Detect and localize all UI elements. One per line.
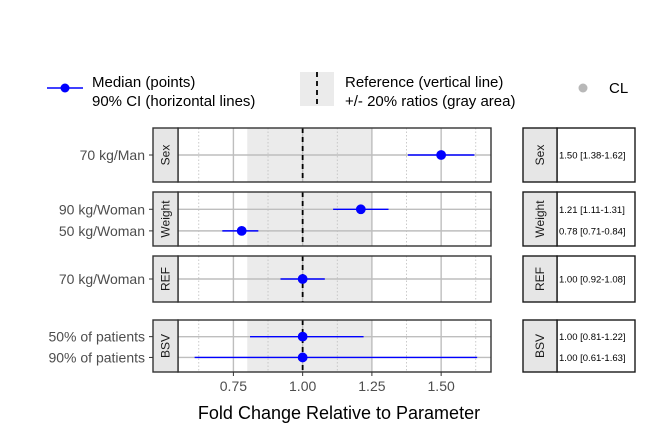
cl-tables: Sex 1.50 [1.38-1.62] Weight 1.21 [1.11-1.31… bbox=[522, 127, 636, 373]
legend: Median (points) 90% CI (horizontal lines… bbox=[47, 72, 628, 110]
cl-table-body bbox=[556, 319, 636, 373]
cl-table-strip bbox=[522, 191, 558, 247]
median-point bbox=[297, 352, 308, 363]
reference-band bbox=[247, 192, 372, 246]
legend-cl-key bbox=[578, 83, 588, 93]
x-tick-label: 1.50 bbox=[428, 378, 455, 394]
panel-strip-label: REF bbox=[159, 267, 173, 291]
median-point bbox=[236, 225, 247, 236]
panels: 70 kg/Man Sex 90 kg/Woman 50 kg/Woman Weight… bbox=[48, 127, 492, 373]
cl-value-text: 0.78 [0.71-0.84] bbox=[559, 226, 626, 237]
cl-value-text: 1.00 [0.61-1.63] bbox=[559, 353, 626, 364]
panel-strip bbox=[152, 319, 179, 373]
cl-table-strip bbox=[522, 127, 558, 183]
cl-value-text: 1.21 [1.11-1.31] bbox=[559, 205, 625, 216]
median-point bbox=[436, 150, 447, 160]
legend-median-label: Median (points) bbox=[92, 74, 195, 91]
legend-reference-key bbox=[300, 72, 334, 106]
x-axis-title: Fold Change Relative to Parameter bbox=[198, 403, 480, 423]
cl-table-ref: REF 1.00 [0.92-1.08] bbox=[522, 255, 636, 303]
cl-table-strip bbox=[522, 319, 558, 373]
panel-weight: 90 kg/Woman 50 kg/Woman Weight bbox=[59, 191, 492, 247]
panel-sex: 70 kg/Man Sex bbox=[80, 127, 492, 183]
cl-table-body bbox=[556, 127, 636, 183]
median-point bbox=[297, 331, 308, 342]
cl-table-weight: Weight 1.21 [1.11-1.31] 0.78 [0.71-0.84] bbox=[522, 191, 636, 247]
panel-strip-label: Weight bbox=[159, 200, 173, 238]
legend-median-key bbox=[47, 83, 83, 93]
x-tick-label: 1.25 bbox=[358, 378, 385, 394]
y-tick-label: 50 kg/Woman bbox=[59, 223, 145, 239]
y-tick-label: 50% of patients bbox=[48, 329, 145, 345]
panel-strip bbox=[152, 255, 179, 303]
cl-table-strip-label: Sex bbox=[533, 145, 547, 166]
panel-strip-label: Sex bbox=[159, 145, 173, 166]
cl-value-text: 1.00 [0.92-1.08] bbox=[559, 275, 626, 286]
panel-strip-label: BSV bbox=[159, 334, 173, 358]
cl-table-strip-label: BSV bbox=[533, 334, 547, 358]
panel-ref: 70 kg/Woman REF bbox=[59, 255, 492, 303]
reference-band bbox=[247, 320, 372, 372]
panel-bsv: 50% of patients 90% of patients BSV bbox=[48, 319, 492, 373]
legend-reference-label: Reference (vertical line) bbox=[345, 74, 503, 91]
median-point bbox=[297, 274, 308, 284]
cl-value-text: 1.00 [0.81-1.22] bbox=[559, 332, 626, 343]
legend-ci-label: 90% CI (horizontal lines) bbox=[92, 93, 255, 110]
x-tick-label: 1.00 bbox=[289, 378, 316, 394]
cl-table-sex: Sex 1.50 [1.38-1.62] bbox=[522, 127, 636, 183]
legend-cl-label: CL bbox=[609, 80, 628, 97]
cl-table-bsv: BSV 1.00 [0.81-1.22] 1.00 [0.61-1.63] bbox=[522, 319, 636, 373]
x-tick-label: 0.75 bbox=[220, 378, 247, 394]
cl-table-strip-label: REF bbox=[533, 267, 547, 291]
panel-strip bbox=[152, 191, 179, 247]
y-tick-label: 90 kg/Woman bbox=[59, 201, 145, 217]
median-point bbox=[355, 204, 366, 215]
cl-value-text: 1.50 [1.38-1.62] bbox=[559, 151, 626, 162]
y-tick-label: 90% of patients bbox=[48, 349, 145, 365]
cl-table-body bbox=[556, 191, 636, 247]
cl-table-strip-label: Weight bbox=[533, 200, 547, 238]
cl-table-strip bbox=[522, 255, 558, 303]
y-tick-label: 70 kg/Woman bbox=[59, 271, 145, 287]
legend-band-label: +/- 20% ratios (gray area) bbox=[345, 93, 516, 110]
panel-strip bbox=[152, 127, 179, 183]
x-axis: 0.75 1.00 1.25 1.50 bbox=[220, 372, 455, 394]
y-tick-label: 70 kg/Man bbox=[80, 147, 145, 163]
